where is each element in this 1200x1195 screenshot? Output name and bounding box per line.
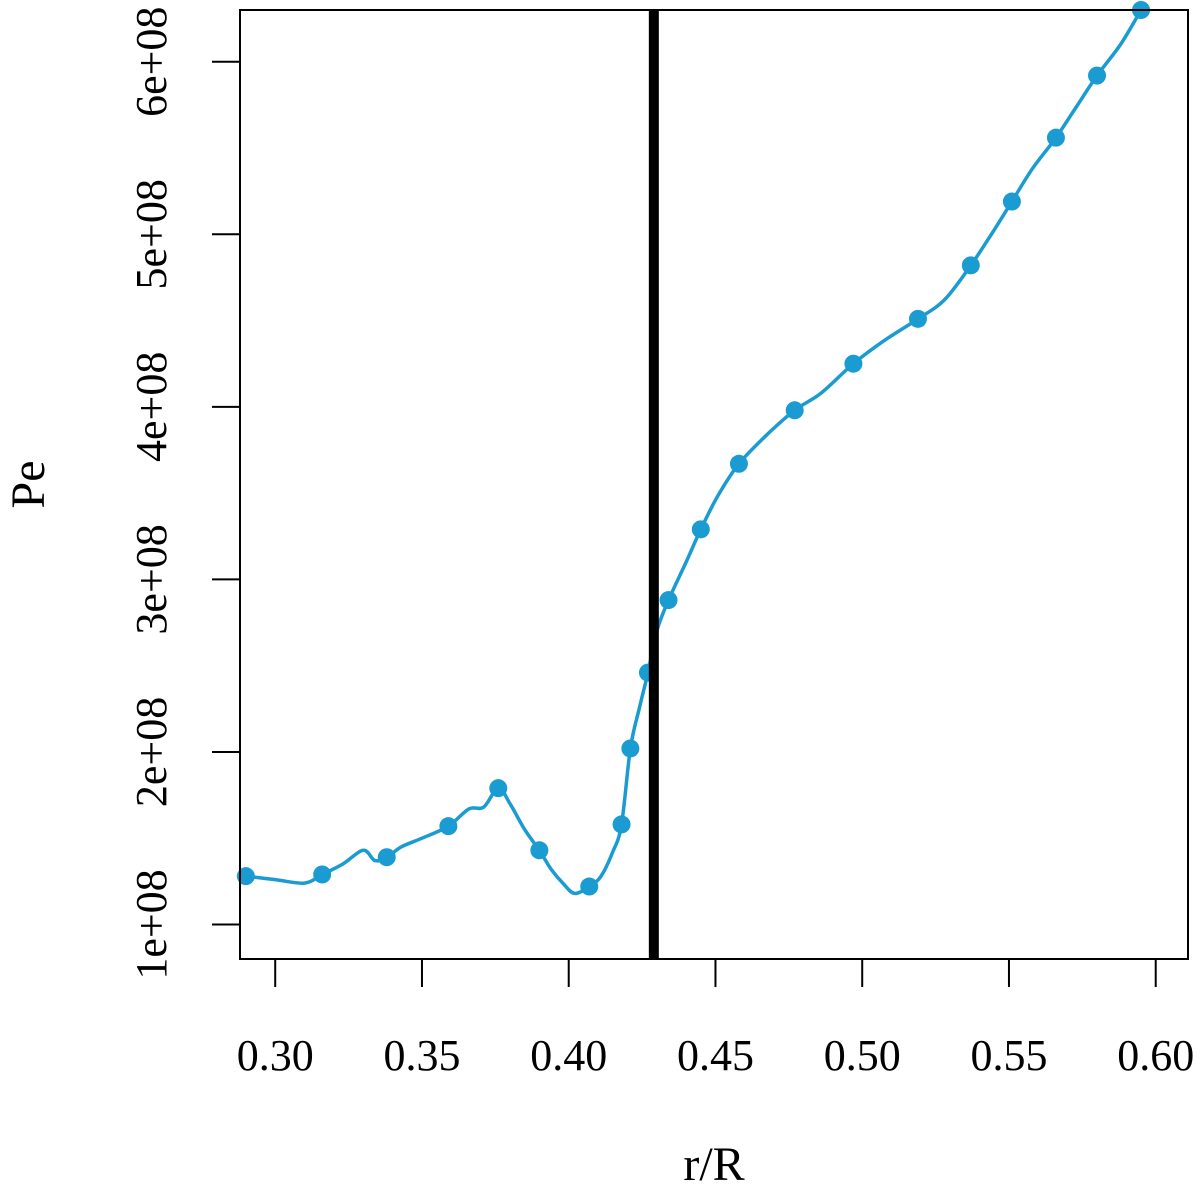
y-tick-label: 5e+08 bbox=[127, 179, 176, 289]
y-tick-label: 4e+08 bbox=[127, 352, 176, 462]
x-axis-title: r/R bbox=[683, 1138, 744, 1191]
x-tick-label: 0.30 bbox=[237, 1031, 314, 1080]
y-tick-label: 3e+08 bbox=[127, 524, 176, 634]
data-point bbox=[489, 779, 508, 798]
x-axis: 0.30 0.35 0.40 0.45 0.50 0.55 0.60 bbox=[237, 959, 1194, 1080]
x-tick-label: 0.45 bbox=[677, 1031, 754, 1080]
data-point bbox=[844, 354, 863, 373]
data-point bbox=[236, 867, 255, 886]
data-point bbox=[1002, 192, 1021, 211]
data-point bbox=[691, 520, 710, 539]
x-tick-label: 0.50 bbox=[824, 1031, 901, 1080]
data-point bbox=[908, 309, 927, 328]
data-point bbox=[612, 815, 631, 834]
y-axis: 1e+08 2e+08 3e+08 4e+08 5e+08 6e+08 bbox=[127, 7, 240, 980]
data-point bbox=[621, 739, 640, 758]
data-point bbox=[961, 256, 980, 275]
x-tick-label: 0.35 bbox=[383, 1031, 460, 1080]
data-point bbox=[530, 841, 549, 860]
data-point bbox=[313, 865, 332, 884]
x-tick-label: 0.40 bbox=[530, 1031, 607, 1080]
series-points bbox=[236, 1, 1151, 896]
y-axis-title: Pe bbox=[2, 461, 55, 509]
x-tick-label: 0.55 bbox=[970, 1031, 1047, 1080]
series-line bbox=[244, 8, 1143, 896]
data-point bbox=[659, 591, 678, 610]
data-point bbox=[580, 877, 599, 896]
x-tick-label: 0.60 bbox=[1117, 1031, 1194, 1080]
y-tick-label: 1e+08 bbox=[127, 869, 176, 979]
data-point bbox=[1046, 128, 1065, 147]
data-point bbox=[785, 401, 804, 420]
y-tick-label: 2e+08 bbox=[127, 697, 176, 807]
y-tick-label: 6e+08 bbox=[127, 7, 176, 117]
plot-area-frame bbox=[239, 9, 1189, 960]
data-point bbox=[377, 848, 396, 867]
data-point bbox=[439, 817, 458, 836]
data-point bbox=[729, 454, 748, 473]
data-point bbox=[1088, 66, 1107, 85]
